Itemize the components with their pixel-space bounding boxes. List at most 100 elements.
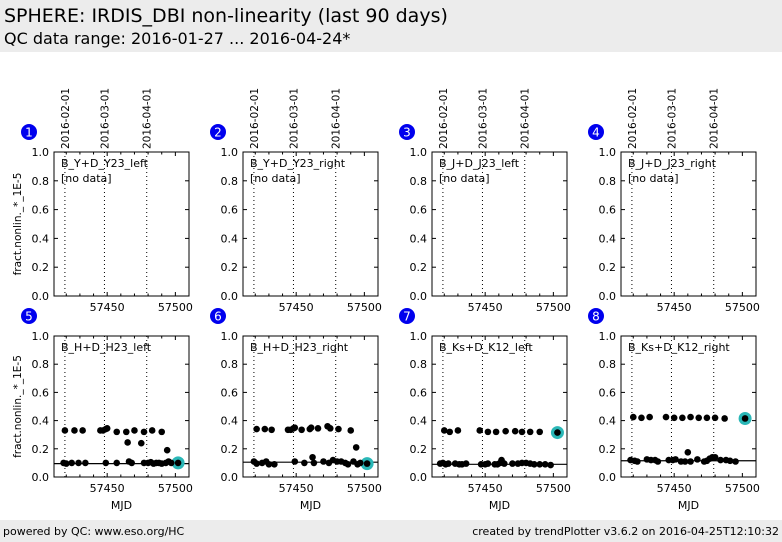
data-point[interactable] — [103, 425, 111, 432]
panel-number-badge[interactable] — [21, 308, 37, 324]
data-point[interactable] — [356, 459, 364, 467]
data-point[interactable] — [79, 427, 86, 434]
latest-data-point[interactable] — [741, 415, 749, 422]
data-point[interactable] — [681, 458, 689, 465]
data-point[interactable] — [530, 461, 538, 468]
data-point[interactable] — [307, 424, 315, 431]
data-point[interactable] — [476, 427, 484, 434]
data-point[interactable] — [291, 424, 299, 431]
data-point[interactable] — [492, 428, 500, 436]
data-point[interactable] — [662, 413, 670, 421]
data-point[interactable] — [462, 460, 470, 467]
data-point[interactable] — [509, 460, 516, 467]
data-point[interactable] — [158, 428, 166, 436]
data-point[interactable] — [314, 425, 322, 432]
data-point[interactable] — [695, 414, 703, 422]
data-point[interactable] — [124, 439, 131, 446]
data-point[interactable] — [518, 428, 526, 436]
data-point[interactable] — [122, 428, 130, 436]
data-point[interactable] — [536, 461, 544, 468]
panel-number: 5 — [25, 310, 33, 324]
data-point[interactable] — [128, 459, 136, 467]
data-point[interactable] — [638, 414, 645, 422]
data-point[interactable] — [261, 425, 269, 433]
data-point[interactable] — [253, 460, 260, 467]
data-point[interactable] — [102, 459, 110, 467]
data-point[interactable] — [679, 414, 686, 422]
data-point[interactable] — [347, 427, 355, 434]
data-point[interactable] — [440, 427, 448, 434]
panel-number-badge[interactable] — [588, 124, 604, 140]
data-point[interactable] — [82, 459, 89, 467]
data-point[interactable] — [687, 413, 694, 421]
data-point[interactable] — [703, 414, 711, 422]
data-point[interactable] — [253, 425, 260, 433]
data-point[interactable] — [148, 427, 156, 434]
date-marker-label: 2016-03-01 — [477, 88, 489, 149]
data-point[interactable] — [62, 460, 70, 467]
data-point[interactable] — [500, 460, 508, 467]
data-point[interactable] — [526, 428, 534, 436]
data-point[interactable] — [654, 458, 662, 465]
data-point[interactable] — [309, 453, 316, 461]
panel-number-badge[interactable] — [399, 124, 415, 140]
data-point[interactable] — [301, 459, 308, 467]
powered-by-link[interactable]: powered by QC: www.eso.org/HC — [3, 525, 185, 538]
data-point[interactable] — [167, 459, 175, 467]
data-point[interactable] — [711, 453, 719, 461]
data-point[interactable] — [547, 461, 554, 469]
data-point[interactable] — [140, 428, 148, 436]
data-point[interactable] — [310, 459, 318, 467]
data-point[interactable] — [732, 458, 739, 465]
data-point[interactable] — [484, 428, 492, 436]
data-point[interactable] — [326, 425, 334, 432]
data-point[interactable] — [687, 458, 694, 465]
panel-number-badge[interactable] — [21, 124, 37, 140]
data-point[interactable] — [672, 456, 679, 463]
data-point[interactable] — [335, 425, 342, 433]
data-point[interactable] — [291, 458, 299, 465]
data-point[interactable] — [131, 427, 138, 434]
data-point[interactable] — [113, 459, 121, 467]
panel-number-badge[interactable] — [399, 308, 415, 324]
data-point[interactable] — [344, 461, 352, 468]
data-point[interactable] — [646, 413, 653, 421]
latest-data-point[interactable] — [554, 429, 561, 436]
data-point[interactable] — [137, 439, 145, 447]
data-point[interactable] — [320, 458, 327, 465]
data-point[interactable] — [446, 428, 454, 436]
data-point[interactable] — [629, 413, 637, 421]
data-point[interactable] — [511, 427, 519, 435]
data-point[interactable] — [484, 460, 492, 467]
data-point[interactable] — [711, 414, 719, 422]
data-point[interactable] — [265, 461, 273, 468]
data-point[interactable] — [68, 459, 76, 467]
data-point[interactable] — [502, 427, 509, 435]
data-point[interactable] — [454, 427, 462, 434]
data-point[interactable] — [726, 457, 734, 465]
data-point[interactable] — [634, 458, 641, 465]
data-point[interactable] — [721, 415, 728, 422]
latest-data-point[interactable] — [174, 459, 182, 467]
panel-number-badge[interactable] — [210, 308, 226, 324]
data-point[interactable] — [71, 427, 78, 434]
data-point[interactable] — [61, 427, 69, 434]
plot-frame — [242, 151, 379, 297]
data-point[interactable] — [163, 446, 171, 454]
data-point[interactable] — [684, 449, 692, 456]
data-point[interactable] — [75, 459, 82, 467]
data-point[interactable] — [352, 444, 360, 451]
data-point[interactable] — [536, 428, 544, 436]
panel-number-badge[interactable] — [210, 124, 226, 140]
data-point[interactable] — [271, 461, 278, 468]
data-point[interactable] — [541, 461, 549, 468]
latest-data-point[interactable] — [363, 460, 371, 467]
panel-number-badge[interactable] — [588, 308, 604, 324]
data-point[interactable] — [670, 414, 678, 422]
data-point[interactable] — [717, 456, 724, 464]
data-point[interactable] — [298, 426, 305, 434]
data-point[interactable] — [445, 460, 452, 467]
data-point[interactable] — [268, 426, 275, 434]
data-point[interactable] — [694, 456, 701, 463]
data-point[interactable] — [113, 428, 121, 436]
